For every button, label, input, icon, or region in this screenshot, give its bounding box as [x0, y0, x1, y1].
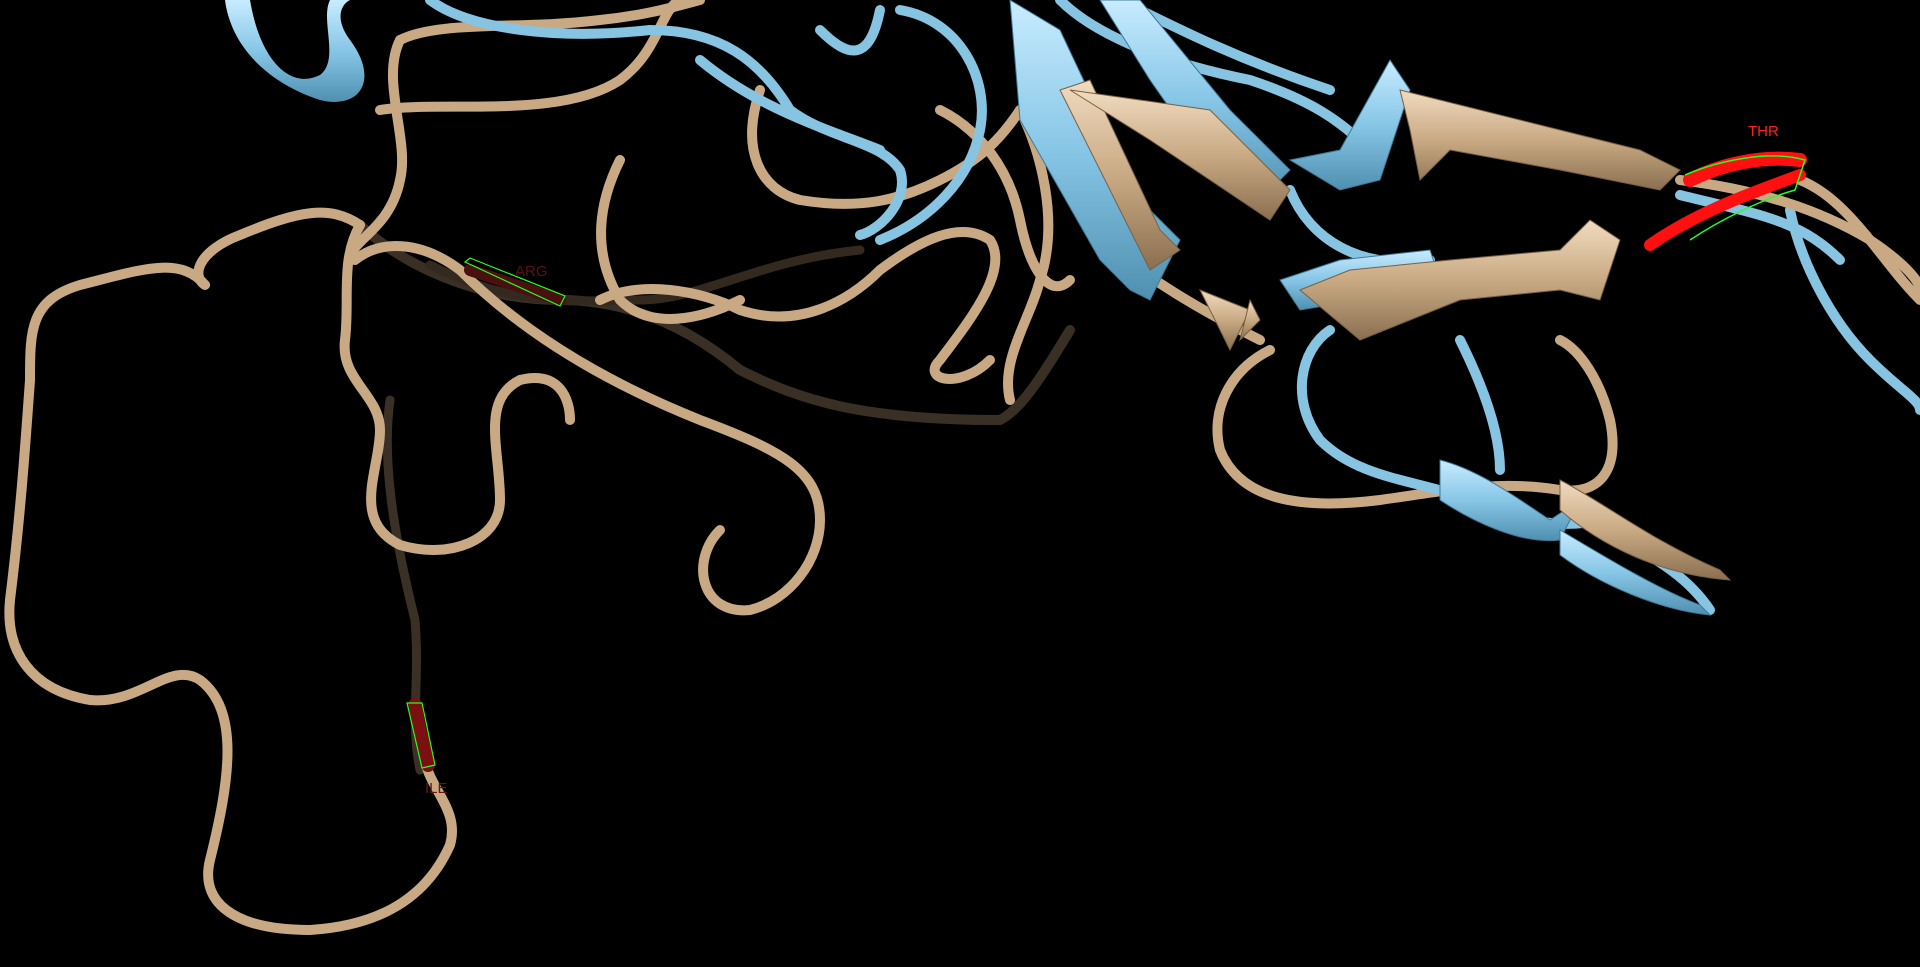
label-thr: THR — [1748, 123, 1779, 140]
tan-beta-sheet — [1059, 79, 1732, 581]
residue-ile-highlight[interactable] — [406, 698, 436, 772]
tan-coil-chain — [4, 0, 1920, 935]
residue-thr-highlight[interactable] — [1644, 151, 1807, 251]
blue-helix — [225, 0, 365, 102]
tail-strands — [1675, 175, 1920, 295]
residue-arg-highlight[interactable] — [463, 257, 566, 307]
label-arg: ARG — [515, 263, 548, 280]
label-ile: ILE — [425, 780, 448, 797]
blue-coil-chain — [425, 0, 1920, 615]
